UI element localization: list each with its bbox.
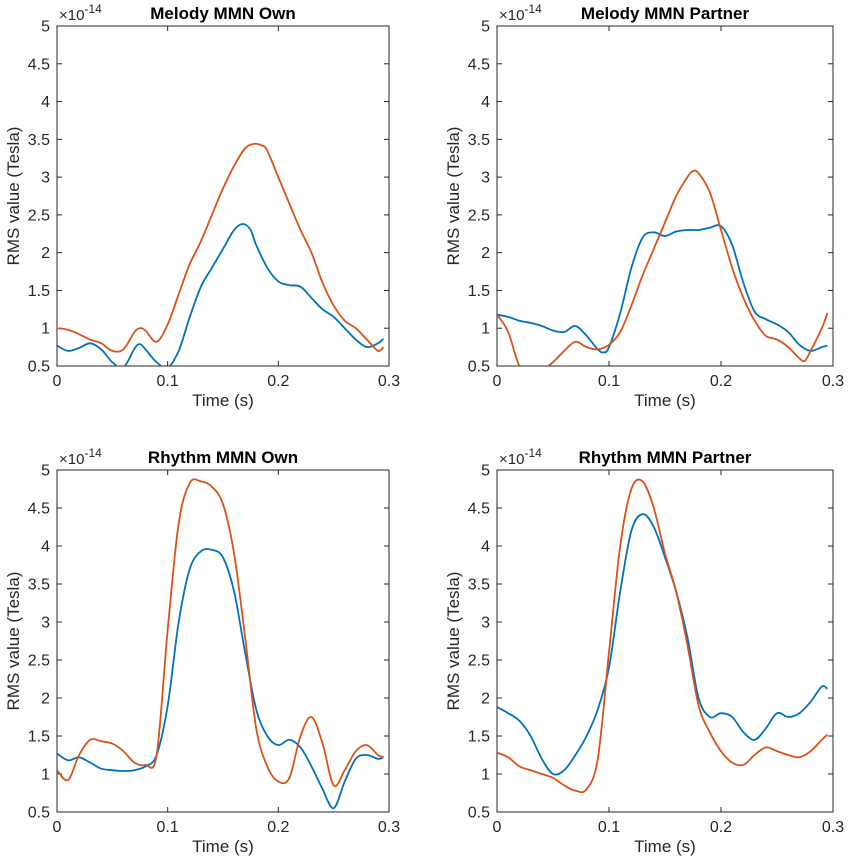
chart-panel-4: 0.5 1 1.5 2 2.5 3 3.5 4 4.5 5 0 0.1 0.2 0.3 ×10-14 Rhyt… — [444, 446, 844, 856]
axes-box — [496, 25, 834, 367]
y-tick-label: 1.5 — [28, 283, 50, 300]
x-tick-label: 0 — [53, 819, 62, 836]
x-tick-label: 0.3 — [378, 819, 400, 836]
y-tick-label: 4.5 — [28, 501, 50, 518]
y-tick-label: 5 — [41, 463, 50, 480]
y-axis-label: RMS value (Tesla) — [4, 572, 23, 711]
chart-title: Rhythm MMN Partner — [579, 448, 752, 467]
y-tick-label: 2.5 — [28, 207, 50, 224]
y-tick-label: 5 — [481, 19, 490, 36]
y-exponent-label: ×10-14 — [59, 2, 102, 24]
x-tick-label: 0.3 — [822, 819, 844, 836]
y-tick-label: 4.5 — [468, 501, 490, 518]
y-tick-label: 3.5 — [28, 132, 50, 149]
y-tick-label: 2 — [481, 691, 490, 708]
chart-title: Rhythm MMN Own — [148, 448, 298, 467]
x-tick-label: 0.1 — [157, 819, 179, 836]
y-tick-label: 3 — [481, 170, 490, 187]
y-tick-label: 2.5 — [468, 653, 490, 670]
y-tick-label: 3.5 — [468, 577, 490, 594]
series-orange-line — [497, 478, 829, 794]
x-tick-label: 0.1 — [598, 819, 620, 836]
y-axis-label: RMS value (Tesla) — [444, 572, 463, 711]
x-tick-label: 0.3 — [822, 373, 844, 390]
series-blue-line — [57, 223, 385, 366]
x-tick-label: 0.1 — [157, 373, 179, 390]
y-tick-label: 1.5 — [28, 729, 50, 746]
x-tick-label: 0 — [493, 819, 502, 836]
y-tick-label: 1 — [41, 321, 50, 338]
y-tick-label: 2.5 — [468, 207, 490, 224]
chart-title: Melody MMN Own — [150, 4, 295, 23]
y-tick-label: 4 — [481, 94, 490, 111]
y-tick-label: 1 — [41, 767, 50, 784]
y-tick-label: 1 — [481, 321, 490, 338]
y-exponent-label: ×10-14 — [499, 2, 542, 24]
x-axis-label: Time (s) — [192, 391, 254, 410]
y-tick-label: 2.5 — [28, 653, 50, 670]
x-axis-label: Time (s) — [634, 391, 696, 410]
chart-panel-1: 0.5 1 1.5 2 2.5 3 3.5 4 4.5 5 0 0.1 0.2 0.3 ×10-14 Melo… — [4, 2, 400, 410]
y-tick-label: 0.5 — [468, 359, 490, 376]
y-axis-label: RMS value (Tesla) — [444, 127, 463, 266]
y-tick-label: 4.5 — [468, 56, 490, 73]
x-tick-label: 0.1 — [598, 373, 620, 390]
y-tick-label: 4.5 — [28, 56, 50, 73]
series-orange-line — [497, 169, 829, 366]
y-tick-label: 3.5 — [468, 132, 490, 149]
y-tick-label: 3 — [481, 615, 490, 632]
y-tick-label: 2 — [41, 691, 50, 708]
y-tick-label: 1.5 — [468, 283, 490, 300]
x-tick-label: 0 — [493, 373, 502, 390]
x-tick-label: 0.2 — [267, 819, 289, 836]
series-blue-line — [497, 513, 828, 776]
x-tick-label: 0 — [53, 373, 62, 390]
series-blue-line — [497, 224, 828, 354]
axes-box — [496, 469, 834, 813]
y-tick-label: 3 — [41, 615, 50, 632]
y-tick-label: 1.5 — [468, 729, 490, 746]
series-blue-line — [57, 548, 384, 810]
x-tick-label: 0.3 — [378, 373, 400, 390]
chart-title: Melody MMN Partner — [581, 4, 750, 23]
y-tick-label: 5 — [41, 19, 50, 36]
chart-panel-3: 0.5 1 1.5 2 2.5 3 3.5 4 4.5 5 0 0.1 0.2 0.3 ×10-14 Rhyt… — [4, 446, 400, 856]
y-tick-label: 0.5 — [28, 805, 50, 822]
chart-panel-2: 0.5 1 1.5 2 2.5 3 3.5 4 4.5 5 0 0.1 0.2 0.3 ×10-14 Melo… — [444, 2, 844, 410]
x-tick-label: 0.2 — [710, 819, 732, 836]
y-tick-label: 3 — [41, 170, 50, 187]
x-axis-label: Time (s) — [634, 837, 696, 856]
y-tick-label: 3.5 — [28, 577, 50, 594]
y-tick-label: 4 — [481, 539, 490, 556]
x-tick-label: 0.2 — [710, 373, 732, 390]
y-axis-label: RMS value (Tesla) — [4, 127, 23, 266]
x-tick-label: 0.2 — [267, 373, 289, 390]
series-orange-line — [57, 478, 384, 788]
y-exponent-label: ×10-14 — [59, 446, 102, 468]
y-exponent-label: ×10-14 — [499, 446, 542, 468]
axes-box — [56, 469, 390, 813]
y-tick-label: 1 — [481, 767, 490, 784]
y-tick-label: 4 — [41, 539, 50, 556]
x-axis-label: Time (s) — [192, 837, 254, 856]
y-tick-label: 2 — [41, 245, 50, 262]
y-tick-label: 0.5 — [28, 359, 50, 376]
series-orange-line — [57, 142, 385, 353]
y-tick-label: 4 — [41, 94, 50, 111]
y-tick-label: 0.5 — [468, 805, 490, 822]
y-tick-label: 2 — [481, 245, 490, 262]
axes-box — [56, 25, 390, 367]
y-tick-label: 5 — [481, 463, 490, 480]
